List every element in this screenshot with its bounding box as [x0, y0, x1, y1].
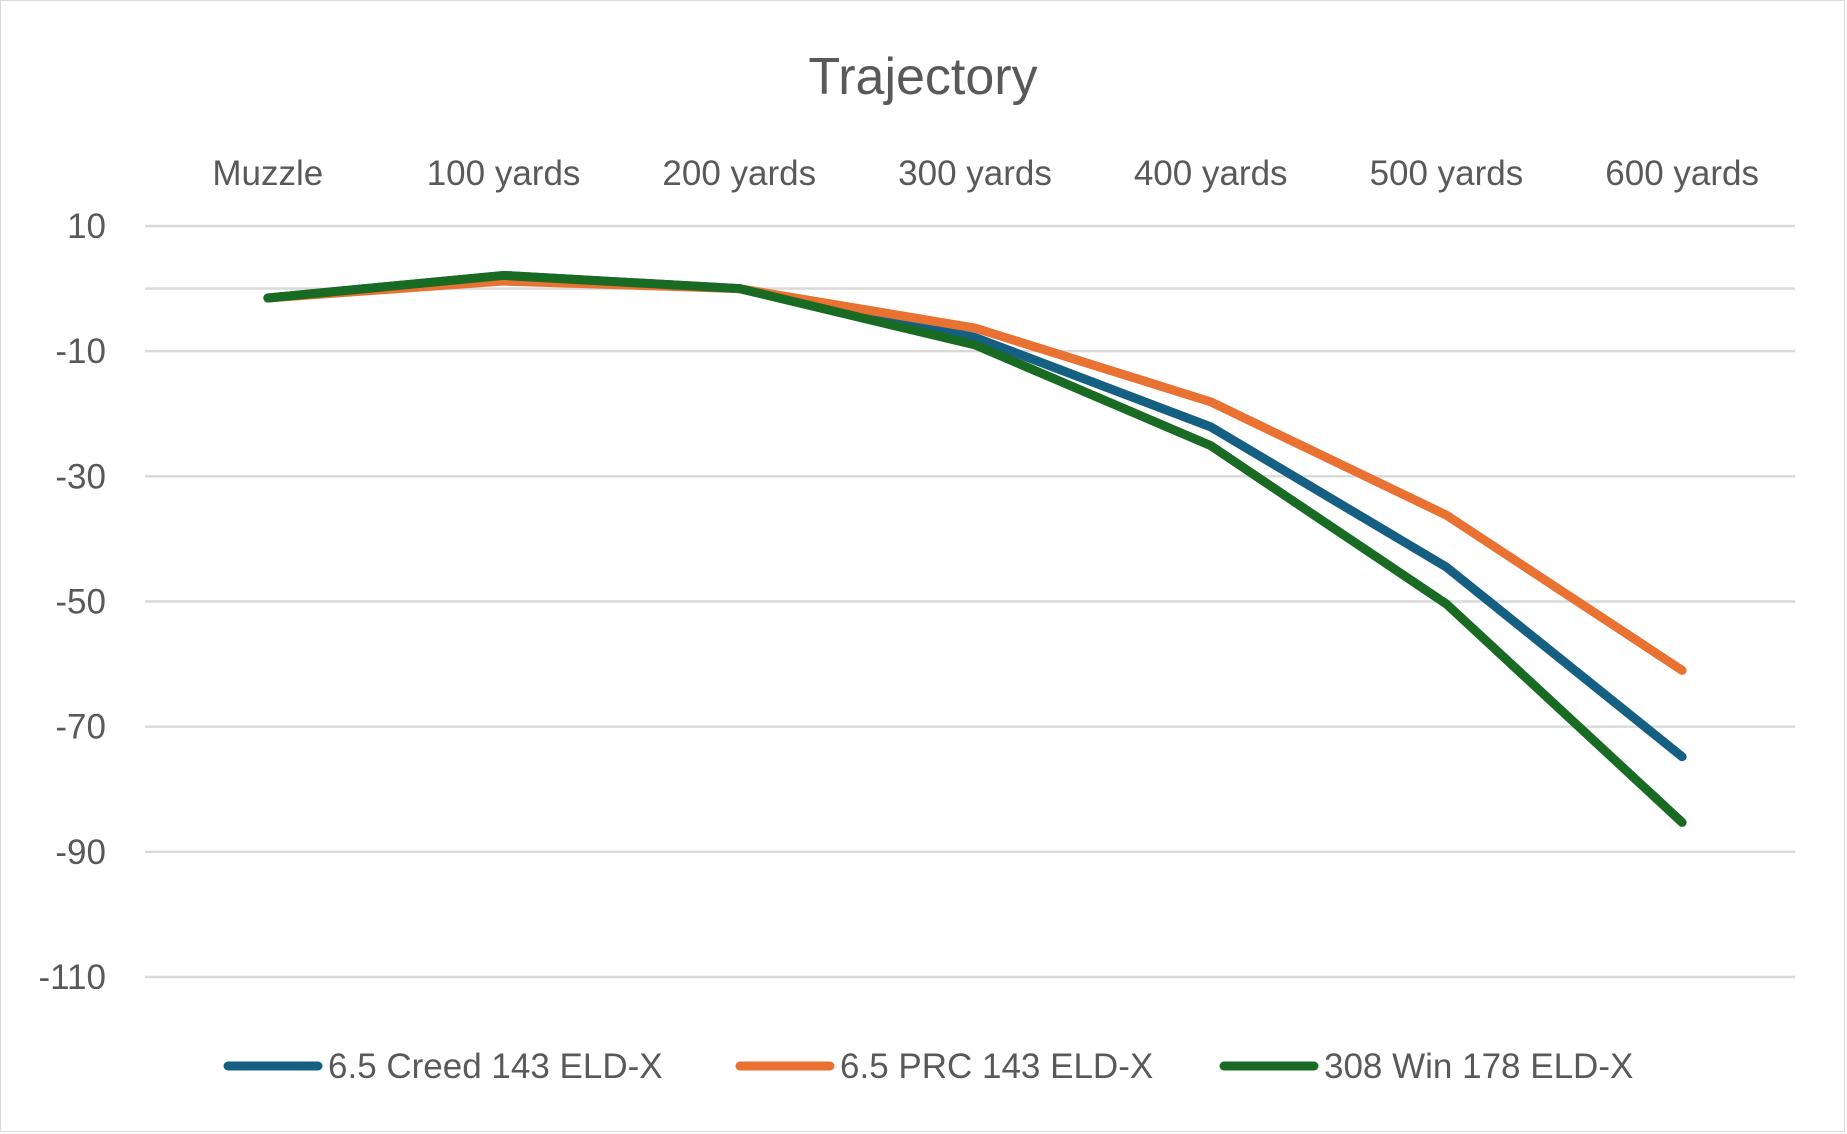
y-tick-label: -90 — [55, 833, 106, 872]
category-label: 300 yards — [898, 154, 1052, 193]
category-axis: Muzzle 100 yards 200 yards 300 yards 400 yar… — [212, 154, 1759, 193]
category-label: 200 yards — [662, 154, 816, 193]
y-tick-label: -110 — [39, 958, 106, 997]
y-tick-label: -70 — [55, 708, 106, 747]
y-tick-label: 10 — [67, 207, 106, 246]
y-tick-label: -50 — [55, 583, 106, 622]
category-label: 400 yards — [1134, 154, 1288, 193]
series-lines — [263, 270, 1687, 827]
legend-label: 6.5 Creed 143 ELD-X — [328, 1047, 663, 1086]
series-line-2 — [263, 276, 1687, 675]
y-tick-label: -10 — [55, 332, 106, 371]
y-tick-label: -30 — [55, 457, 106, 496]
legend: 6.5 Creed 143 ELD-X 6.5 PRC 143 ELD-X 308 … — [223, 1047, 1633, 1086]
series-line-3 — [263, 270, 1687, 827]
chart-title: Trajectory — [808, 48, 1037, 106]
category-label: Muzzle — [212, 154, 323, 193]
category-label: 100 yards — [427, 154, 581, 193]
legend-label: 6.5 PRC 143 ELD-X — [840, 1047, 1153, 1086]
category-label: 600 yards — [1605, 154, 1759, 193]
value-axis: 10 -10 -30 -50 -70 -90 -110 — [39, 207, 106, 997]
category-label: 500 yards — [1370, 154, 1524, 193]
legend-label: 308 Win 178 ELD-X — [1324, 1047, 1633, 1086]
